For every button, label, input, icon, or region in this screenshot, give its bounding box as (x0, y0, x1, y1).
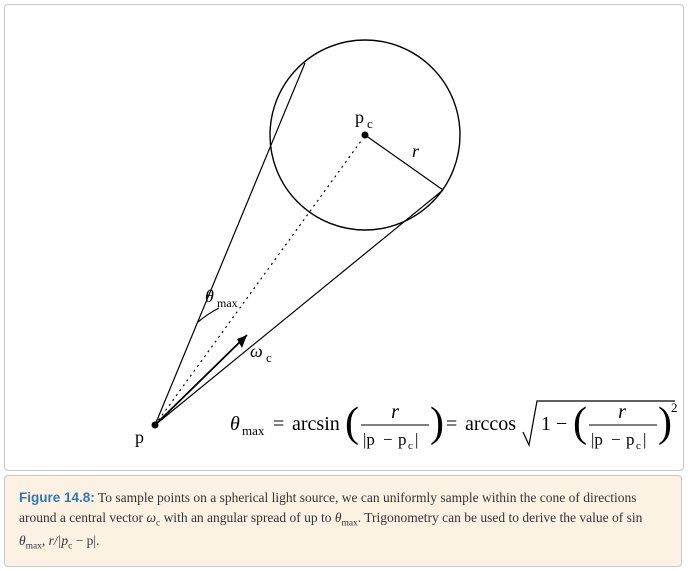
svg-text:arcsin: arcsin (292, 413, 340, 435)
svg-text:2: 2 (671, 400, 678, 415)
svg-text:−: − (611, 430, 621, 449)
svg-text:c: c (636, 440, 641, 452)
svg-text:|p: |p (591, 430, 603, 449)
caption-theta: θ (335, 510, 342, 525)
svg-text:−: − (383, 430, 393, 449)
caption-part4: , (42, 533, 49, 548)
caption-omega: ω (146, 510, 156, 525)
label-omega: ω (250, 341, 263, 361)
figure-diagram: p c r p ω c θ max θ max = arcsin (5, 5, 683, 465)
caption-theta-sub: max (342, 518, 358, 528)
caption-ratio: r/|p (49, 533, 68, 548)
label-theta: θ (205, 286, 214, 306)
svg-text:p: p (626, 430, 635, 449)
svg-text:(: ( (573, 400, 587, 446)
svg-text:|: | (415, 430, 418, 449)
svg-text:−: − (556, 413, 567, 435)
svg-text:): ) (430, 400, 444, 446)
label-omega-sub: c (266, 350, 272, 365)
caption-theta2-sub: max (26, 542, 42, 552)
label-r: r (412, 141, 420, 161)
svg-text:(: ( (345, 400, 359, 446)
svg-text:p: p (398, 430, 407, 449)
label-p: p (135, 427, 144, 447)
label-pc-sub: c (367, 116, 373, 131)
caption-part2: with an angular spread of up to (160, 510, 335, 525)
caption-part3: . Trigonometry can be used to derive the… (358, 510, 643, 525)
svg-text:max: max (242, 423, 265, 438)
svg-text:): ) (658, 400, 672, 446)
tangent-left (155, 63, 305, 425)
caption-theta2: θ (19, 533, 26, 548)
figure-label: Figure 14.8: (19, 490, 95, 505)
svg-text:=: = (446, 413, 457, 435)
radius-line (365, 135, 443, 190)
caption-part5: − p|. (72, 533, 99, 548)
omega-arrow (155, 335, 247, 425)
figure-container: p c r p ω c θ max θ max = arcsin (4, 4, 684, 471)
svg-text:θ: θ (230, 413, 240, 435)
svg-text:|: | (643, 430, 646, 449)
svg-text:1: 1 (541, 413, 551, 435)
equation: θ max = arcsin ( r |p − p c | ) = arccos… (230, 400, 678, 452)
svg-text:r: r (391, 401, 399, 423)
svg-text:r: r (618, 401, 626, 423)
svg-text:|p: |p (363, 430, 375, 449)
figure-caption: Figure 14.8: To sample points on a spher… (4, 475, 682, 567)
label-theta-sub: max (217, 296, 238, 310)
svg-text:arccos: arccos (465, 413, 516, 435)
svg-text:=: = (273, 413, 284, 435)
tangent-right (155, 190, 443, 425)
svg-text:c: c (408, 440, 413, 452)
axis-dotted (155, 141, 361, 425)
label-pc: p (355, 107, 364, 127)
